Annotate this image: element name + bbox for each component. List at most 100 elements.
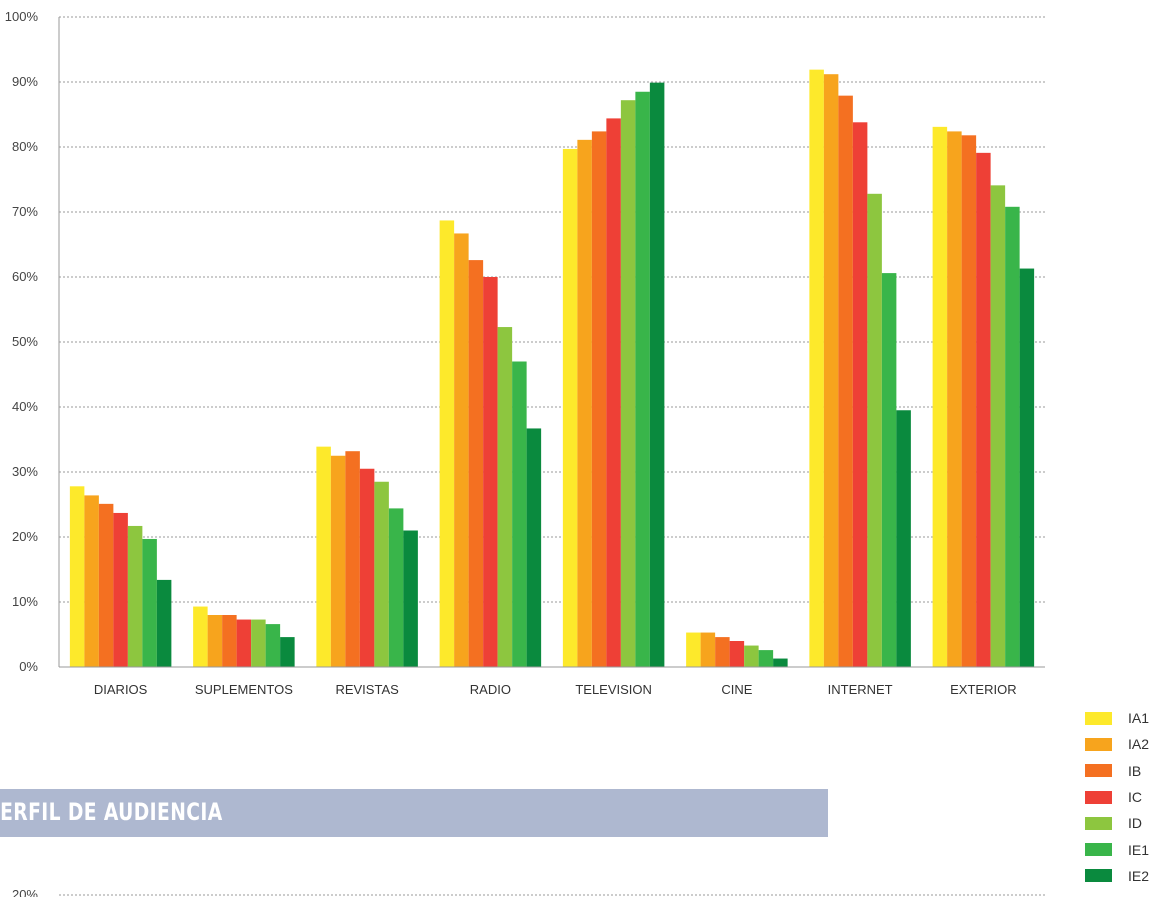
y-tick-label: 60%	[12, 269, 38, 284]
legend-label: IE2	[1128, 867, 1150, 884]
y-tick-label: 50%	[12, 334, 38, 349]
bar-ic-television	[606, 118, 621, 667]
legend-item-ia2: IA2	[1085, 731, 1149, 757]
bar-ie2-suplementos	[280, 637, 295, 667]
bar-ia1-internet	[809, 69, 824, 667]
bar-ib-television	[591, 131, 607, 667]
bar-id-television	[620, 100, 636, 667]
bar-ib-revistas	[345, 451, 360, 667]
legend-swatch	[1085, 711, 1112, 725]
legend-item-ib: IB	[1085, 758, 1149, 784]
category-label: CINE	[721, 682, 752, 697]
bar-ia1-revistas	[316, 446, 331, 667]
x-axis-categories: DIARIOS SUPLEMENTOS REVISTAS RADIO TELEVISIO…	[94, 682, 1017, 697]
legend-swatch	[1085, 764, 1112, 778]
bar-ib-cine	[715, 637, 730, 667]
bar-ic-exterior	[976, 152, 991, 668]
bar-ia2-suplementos	[207, 615, 223, 667]
legend-label: IA1	[1128, 710, 1150, 727]
legend-item-id: ID	[1085, 810, 1149, 836]
bar-ia2-revistas	[330, 455, 346, 667]
bar-ie1-internet	[881, 273, 897, 667]
bar-ie1-revistas	[388, 508, 404, 667]
bar-ia2-exterior	[947, 131, 962, 667]
legend-swatch	[1085, 843, 1112, 857]
y-tick-label: 100%	[5, 9, 39, 24]
bar-ie2-internet	[896, 410, 911, 667]
bar-ib-radio	[468, 260, 484, 667]
bar-ib-internet	[838, 95, 853, 667]
bar-ia2-diarios	[84, 495, 99, 667]
y-tick-label: 30%	[12, 464, 38, 479]
category-label: INTERNET	[828, 682, 893, 697]
bar-ia2-radio	[454, 233, 469, 667]
legend-swatch	[1085, 737, 1112, 751]
legend-label: ID	[1128, 815, 1142, 832]
legend-item-ia1: IA1	[1085, 705, 1149, 731]
bar-id-exterior	[990, 185, 1006, 667]
bar-id-revistas	[374, 481, 389, 667]
y-tick-label: 10%	[12, 594, 38, 609]
bar-id-radio	[497, 327, 513, 667]
bar-ie1-cine	[758, 650, 774, 667]
bar-ie1-radio	[512, 361, 527, 667]
bar-ic-radio	[483, 277, 498, 667]
bar-ie2-diarios	[156, 579, 172, 667]
bar-ic-diarios	[113, 512, 128, 667]
legend-item-ic: IC	[1085, 784, 1149, 810]
bar-ie1-diarios	[142, 538, 157, 667]
grid-lines	[59, 16, 1045, 603]
bar-ie1-suplementos	[265, 624, 281, 667]
bar-ia2-cine	[700, 632, 716, 667]
bar-ia1-suplementos	[193, 606, 208, 667]
legend-label: IE1	[1128, 841, 1150, 858]
category-label: RADIO	[470, 682, 511, 697]
media-consumption-chart: 0% 10% 20% 30% 40% 50% 60% 70% 80% 90% 100% DIARIO…	[5, 9, 1045, 697]
legend-swatch	[1085, 790, 1112, 804]
category-label: REVISTAS	[335, 682, 399, 697]
legend-label: IA2	[1128, 736, 1150, 753]
bar-ie1-television	[635, 91, 650, 667]
bar-ib-diarios	[98, 503, 114, 667]
bar-ic-cine	[729, 641, 745, 667]
bar-ia2-internet	[823, 74, 839, 667]
bar-ie2-exterior	[1019, 268, 1035, 667]
category-label: DIARIOS	[94, 682, 148, 697]
bar-ic-suplementos	[236, 619, 252, 667]
bar-ia1-television	[562, 148, 578, 667]
bar-ie1-exterior	[1005, 206, 1020, 668]
y-tick-label: 80%	[12, 139, 38, 154]
bar-ia1-cine	[686, 632, 701, 667]
bar-id-diarios	[127, 525, 143, 667]
bar-id-suplementos	[251, 619, 266, 667]
legend-swatch	[1085, 869, 1112, 883]
y-axis-ticks: 0% 10% 20% 30% 40% 50% 60% 70% 80% 90% 100%	[5, 9, 39, 674]
bar-ie2-radio	[526, 428, 542, 667]
bar-ib-exterior	[961, 135, 977, 668]
y-tick-label: 0%	[19, 659, 38, 674]
bar-ia1-radio	[439, 220, 455, 667]
bar-ic-internet	[852, 122, 868, 668]
section-title: PERFIL DE AUDIENCIA	[0, 798, 223, 826]
legend: IA1 IA2 IB IC ID IE1 IE2	[1085, 705, 1149, 889]
y-tick-label: 70%	[12, 204, 38, 219]
bars	[69, 69, 1035, 668]
y-tick-label: 20%	[12, 887, 38, 897]
y-tick-label: 90%	[12, 74, 38, 89]
bar-ib-suplementos	[222, 615, 237, 667]
bar-ia2-television	[577, 139, 592, 668]
legend-swatch	[1085, 816, 1112, 830]
bar-ic-revistas	[359, 468, 375, 667]
category-label: EXTERIOR	[950, 682, 1016, 697]
category-label: TELEVISION	[575, 682, 652, 697]
section-banner: PERFIL DE AUDIENCIA	[0, 789, 828, 837]
legend-item-ie2: IE2	[1085, 863, 1149, 889]
bar-id-internet	[867, 193, 882, 668]
bar-id-cine	[744, 645, 759, 667]
audience-profile-chart: 20%	[12, 887, 1045, 897]
bar-ie2-cine	[773, 658, 788, 667]
category-label: SUPLEMENTOS	[195, 682, 293, 697]
bar-ia1-exterior	[932, 126, 948, 668]
legend-label: IC	[1128, 789, 1142, 806]
bar-ia1-diarios	[69, 486, 85, 667]
